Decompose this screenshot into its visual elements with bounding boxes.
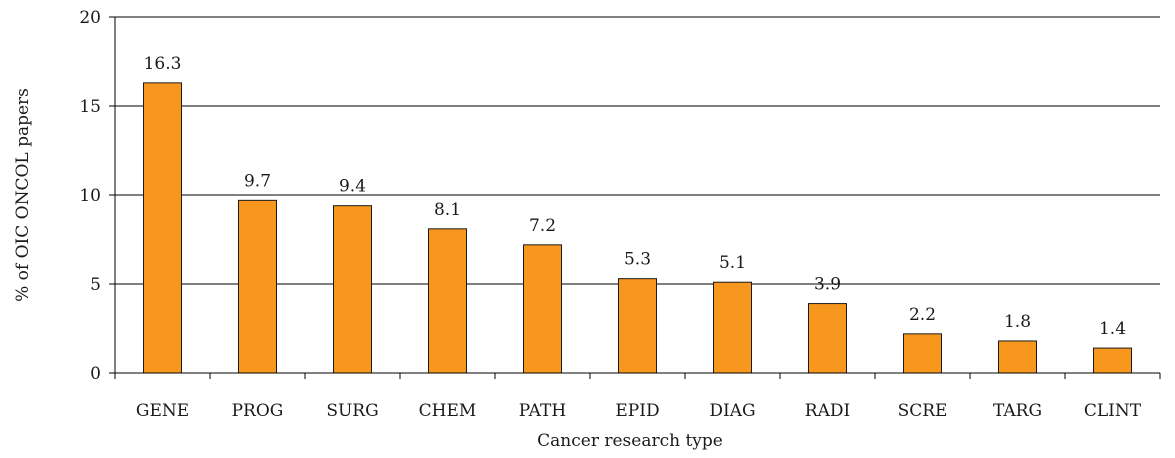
- x-tick-label: RADI: [805, 401, 850, 421]
- bar-radi: [808, 303, 847, 374]
- bar-gene: [143, 82, 182, 374]
- labels: 0 5 10 15 20 16.3 GENE 9.7 PROG 9.4 SURG 8.1 CHEM 7.2…: [79, 8, 1141, 421]
- x-tick-label: CHEM: [419, 401, 477, 421]
- data-label: 16.3: [144, 54, 182, 74]
- x-tick-label: SURG: [326, 401, 378, 421]
- bar-path: [523, 244, 562, 374]
- x-tick-label: TARG: [993, 401, 1042, 421]
- bar-scre: [903, 333, 942, 374]
- x-tick-label: SCRE: [898, 401, 948, 421]
- bar-epid: [618, 278, 657, 374]
- x-axis-title: Cancer research type: [537, 431, 723, 451]
- bar-targ: [998, 340, 1037, 374]
- data-label: 9.4: [339, 177, 366, 197]
- y-tick-label: 5: [90, 275, 101, 295]
- x-tick-label: PATH: [519, 401, 566, 421]
- bar-clint: [1093, 347, 1132, 374]
- x-tick-label: EPID: [615, 401, 659, 421]
- bar-prog: [238, 199, 277, 374]
- y-tick-label: 20: [79, 8, 101, 28]
- data-label: 1.4: [1099, 319, 1126, 339]
- bars: [143, 82, 1132, 374]
- bar-chem: [428, 228, 467, 374]
- data-label: 2.2: [909, 305, 936, 325]
- data-label: 3.9: [814, 275, 841, 295]
- data-label: 7.2: [529, 216, 556, 236]
- data-label: 8.1: [434, 200, 461, 220]
- data-label: 9.7: [244, 171, 271, 191]
- axes: [109, 16, 1161, 379]
- y-tick-label: 10: [79, 186, 101, 206]
- data-label: 5.1: [719, 253, 746, 273]
- y-tick-label: 0: [90, 364, 101, 384]
- data-label: 5.3: [624, 250, 651, 270]
- y-tick-label: 15: [79, 97, 101, 117]
- bar-diag: [713, 281, 752, 374]
- x-tick-label: PROG: [232, 401, 284, 421]
- bar-surg: [333, 205, 372, 374]
- x-tick-label: DIAG: [709, 401, 755, 421]
- y-axis-title: % of OIC ONCOL papers: [13, 88, 33, 302]
- x-tick-label: GENE: [136, 401, 189, 421]
- x-tick-label: CLINT: [1084, 401, 1142, 421]
- data-label: 1.8: [1004, 312, 1031, 332]
